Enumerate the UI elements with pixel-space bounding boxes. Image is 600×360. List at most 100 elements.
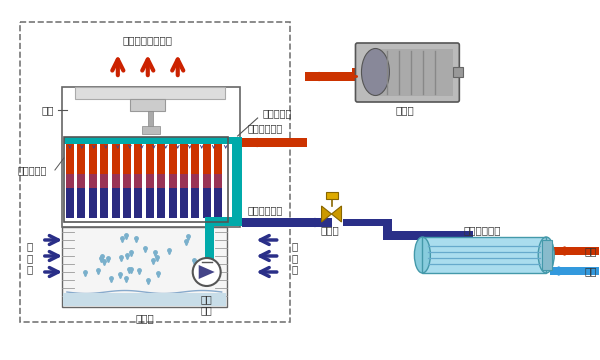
Bar xyxy=(100,203,108,218)
Bar xyxy=(62,87,239,227)
Bar xyxy=(89,144,97,159)
Bar xyxy=(66,188,74,203)
Bar xyxy=(180,203,188,218)
Bar xyxy=(169,159,176,174)
Text: 热空气、水蒸气出: 热空气、水蒸气出 xyxy=(123,35,173,45)
Bar xyxy=(191,174,199,188)
Bar xyxy=(191,159,199,174)
Bar xyxy=(305,72,392,81)
Bar xyxy=(157,174,165,188)
Text: 膨胀阀: 膨胀阀 xyxy=(320,225,339,235)
Bar xyxy=(64,137,227,144)
Bar xyxy=(148,111,153,127)
Bar xyxy=(134,174,142,188)
Bar xyxy=(550,267,600,275)
Bar xyxy=(134,203,142,218)
Bar xyxy=(134,188,142,203)
Bar xyxy=(203,174,211,188)
Bar xyxy=(123,203,131,218)
Bar xyxy=(214,188,222,203)
Bar xyxy=(75,87,224,99)
Bar xyxy=(100,159,108,174)
Text: 空
气
进: 空 气 进 xyxy=(27,242,33,275)
Bar xyxy=(214,203,222,218)
Ellipse shape xyxy=(538,237,554,273)
Text: 板管换热器: 板管换热器 xyxy=(18,165,47,175)
Bar xyxy=(64,137,227,222)
Bar xyxy=(242,219,320,226)
Bar xyxy=(180,188,188,203)
Bar xyxy=(134,159,142,174)
Ellipse shape xyxy=(415,237,430,273)
Bar xyxy=(214,174,222,188)
Bar xyxy=(146,188,154,203)
Bar xyxy=(89,174,97,188)
Bar xyxy=(242,218,332,227)
FancyBboxPatch shape xyxy=(355,43,460,102)
Circle shape xyxy=(193,258,221,286)
Bar xyxy=(130,99,165,111)
Bar xyxy=(191,144,199,159)
Bar xyxy=(123,144,131,159)
Bar xyxy=(62,227,227,307)
Bar xyxy=(383,219,392,240)
Bar xyxy=(242,138,307,147)
Bar xyxy=(112,203,119,218)
Bar xyxy=(180,144,188,159)
Bar xyxy=(146,174,154,188)
Bar xyxy=(66,159,74,174)
Bar xyxy=(146,203,154,218)
Bar xyxy=(112,174,119,188)
Bar xyxy=(232,137,242,217)
Bar xyxy=(77,144,85,159)
Bar xyxy=(180,159,188,174)
Bar xyxy=(89,203,97,218)
Text: 供水: 供水 xyxy=(584,266,596,276)
Bar xyxy=(191,188,199,203)
Bar xyxy=(112,159,119,174)
Bar xyxy=(191,203,199,218)
Bar xyxy=(169,144,176,159)
Bar xyxy=(66,203,74,218)
Bar xyxy=(77,203,85,218)
Bar xyxy=(169,174,176,188)
Bar xyxy=(205,217,242,226)
Bar xyxy=(63,293,226,306)
Bar xyxy=(112,144,119,159)
Bar xyxy=(214,159,222,174)
Text: 液态制冷剂出: 液态制冷剂出 xyxy=(248,205,283,215)
Bar xyxy=(123,174,131,188)
Bar xyxy=(422,237,546,273)
Bar xyxy=(343,219,385,226)
Polygon shape xyxy=(199,265,215,279)
Bar xyxy=(100,144,108,159)
Bar xyxy=(376,49,454,96)
Text: 壳管式蒸发器: 壳管式蒸发器 xyxy=(464,225,501,235)
Bar xyxy=(100,174,108,188)
Bar xyxy=(89,159,97,174)
Bar xyxy=(203,159,211,174)
Bar xyxy=(64,218,227,222)
Bar xyxy=(203,203,211,218)
Bar xyxy=(142,126,160,134)
Bar xyxy=(157,159,165,174)
Text: 回水: 回水 xyxy=(584,246,596,256)
Bar xyxy=(89,188,97,203)
Bar xyxy=(100,188,108,203)
Bar xyxy=(205,217,214,282)
Bar xyxy=(77,174,85,188)
Bar xyxy=(169,188,176,203)
Bar xyxy=(352,68,397,77)
Bar xyxy=(326,192,338,199)
Text: 集水槽: 集水槽 xyxy=(136,313,154,323)
Text: 风机: 风机 xyxy=(42,105,55,115)
Bar xyxy=(169,203,176,218)
Polygon shape xyxy=(332,206,341,222)
Text: 压缩机: 压缩机 xyxy=(395,105,414,115)
Bar xyxy=(123,159,131,174)
Bar xyxy=(203,144,211,159)
Bar xyxy=(66,144,74,159)
Bar xyxy=(422,237,546,273)
Bar xyxy=(157,144,165,159)
Text: 喷淋水管路: 喷淋水管路 xyxy=(263,108,292,118)
